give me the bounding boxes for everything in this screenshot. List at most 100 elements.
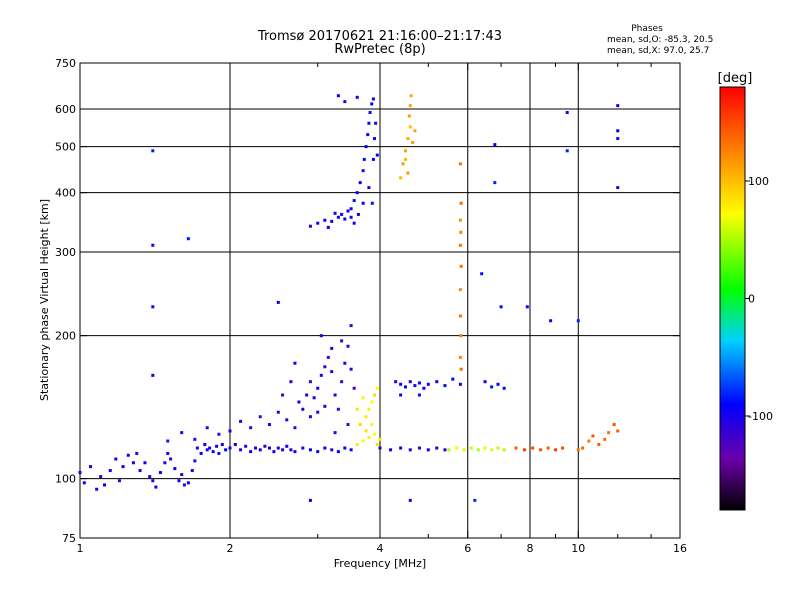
- data-point: [346, 423, 350, 427]
- data-point: [407, 114, 411, 118]
- chart-title: Tromsø 20170621 21:16:00–21:17:43: [257, 29, 502, 44]
- data-point: [340, 339, 344, 343]
- data-point: [239, 419, 243, 423]
- data-point: [173, 467, 177, 471]
- data-point: [308, 498, 312, 502]
- data-point: [408, 380, 412, 384]
- x-tick-label: 4: [377, 542, 384, 555]
- data-point: [239, 448, 243, 452]
- data-point: [180, 473, 184, 477]
- chart-subtitle: RwPretec (8p): [334, 42, 425, 57]
- data-point: [459, 264, 463, 268]
- data-point: [422, 386, 426, 390]
- data-point: [493, 143, 497, 147]
- data-point: [195, 446, 199, 450]
- data-point: [346, 209, 350, 213]
- data-point: [426, 382, 430, 386]
- data-point: [249, 450, 253, 454]
- data-point: [394, 380, 398, 384]
- data-point: [244, 444, 248, 448]
- data-point: [143, 461, 147, 465]
- data-point: [367, 186, 371, 190]
- data-point: [323, 218, 327, 222]
- data-point: [114, 457, 118, 461]
- data-point: [312, 396, 316, 400]
- data-point: [403, 385, 407, 389]
- data-point: [108, 469, 112, 473]
- data-point: [326, 355, 330, 359]
- data-point: [458, 162, 462, 166]
- data-point: [499, 305, 503, 309]
- data-point: [151, 373, 155, 377]
- data-point: [336, 450, 340, 454]
- data-point: [370, 102, 374, 106]
- data-point: [443, 384, 447, 388]
- data-point: [612, 423, 616, 427]
- data-point: [459, 367, 463, 371]
- data-point: [199, 451, 203, 455]
- data-point: [343, 361, 347, 365]
- data-point: [158, 471, 162, 475]
- data-point: [233, 443, 237, 447]
- data-point: [330, 448, 334, 452]
- data-point: [355, 407, 359, 411]
- data-point: [163, 461, 167, 465]
- data-point: [180, 431, 184, 435]
- data-point: [451, 377, 455, 381]
- data-point: [151, 149, 155, 153]
- data-point: [316, 450, 320, 454]
- data-point: [417, 381, 421, 385]
- data-point: [576, 319, 580, 323]
- data-point: [205, 426, 209, 430]
- data-point: [458, 288, 462, 292]
- data-point: [603, 437, 607, 441]
- data-point: [591, 434, 595, 438]
- data-point: [99, 475, 103, 479]
- data-point: [378, 446, 382, 450]
- data-point: [358, 181, 362, 185]
- data-point: [336, 215, 340, 219]
- data-point: [281, 393, 285, 397]
- data-point: [408, 125, 412, 129]
- data-point: [616, 137, 620, 141]
- data-point: [373, 393, 377, 397]
- data-point: [373, 432, 377, 436]
- data-point: [193, 437, 197, 441]
- axis-ticks: 1 2 4 6 8 10 16 75 100 200 300 400 500 600 750: [55, 57, 687, 555]
- data-point: [95, 487, 99, 491]
- data-point: [356, 212, 360, 216]
- data-point: [228, 429, 232, 433]
- data-point: [458, 314, 462, 318]
- data-point: [553, 448, 557, 452]
- data-point: [228, 446, 232, 450]
- data-point: [276, 410, 280, 414]
- data-point: [361, 439, 365, 443]
- data-point: [308, 224, 312, 228]
- data-point: [361, 169, 365, 173]
- data-point: [293, 450, 297, 454]
- data-point: [267, 423, 271, 427]
- data-point: [370, 201, 374, 205]
- data-point: [340, 212, 344, 216]
- data-point: [435, 380, 439, 384]
- data-point: [514, 446, 518, 450]
- data-point: [458, 243, 462, 247]
- data-point: [151, 305, 155, 309]
- data-point: [330, 219, 334, 223]
- data-point: [403, 157, 407, 161]
- data-point: [182, 483, 186, 487]
- data-point: [319, 373, 323, 377]
- data-point: [135, 451, 139, 455]
- y-tick-label: 75: [62, 532, 76, 545]
- data-point: [276, 446, 280, 450]
- data-point: [258, 415, 262, 419]
- data-point: [224, 448, 228, 452]
- data-point: [343, 446, 347, 450]
- data-point: [285, 418, 289, 422]
- data-point: [417, 393, 421, 397]
- data-point: [403, 149, 407, 153]
- data-point: [78, 471, 82, 475]
- x-tick-label: 6: [464, 542, 471, 555]
- data-point: [148, 475, 152, 479]
